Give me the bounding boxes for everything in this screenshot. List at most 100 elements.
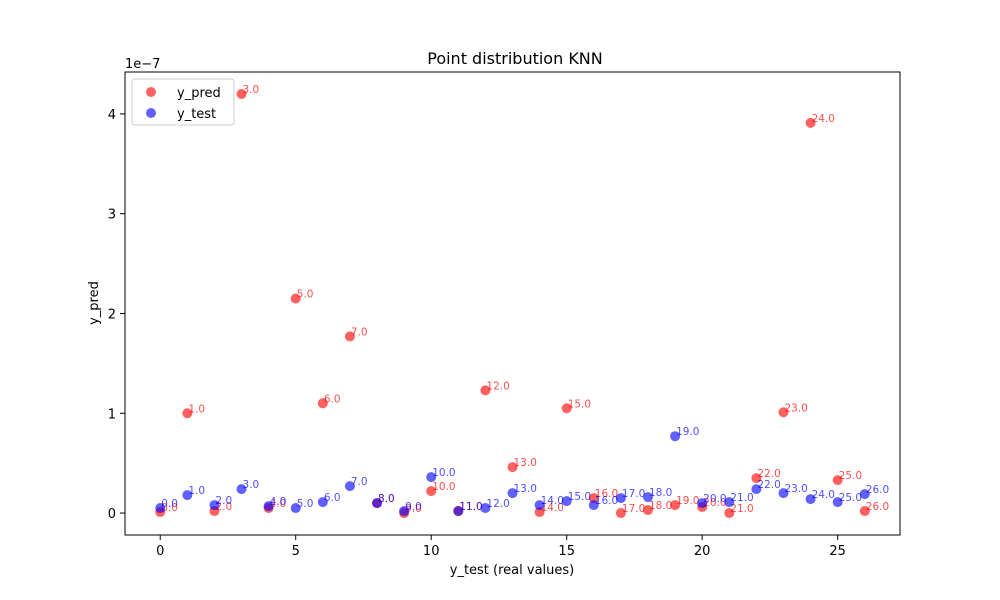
y-tick-label: 4 xyxy=(108,108,116,123)
x-tick-label: 5 xyxy=(292,544,300,559)
legend-label-y-pred: y_pred xyxy=(177,86,221,101)
y-test-point xyxy=(751,484,762,495)
y-tick-label: 0 xyxy=(108,507,116,522)
y-test-point xyxy=(399,506,410,517)
y-test-point-label: 14.0 xyxy=(541,495,564,507)
y-pred-point xyxy=(534,507,545,518)
legend-box xyxy=(131,78,235,126)
y-pred-point xyxy=(778,407,789,418)
y-test-point-label: 19.0 xyxy=(676,426,699,438)
y-test-point xyxy=(155,503,166,514)
y-tick-label: 2 xyxy=(108,307,116,322)
y-pred-point-label: 21.0 xyxy=(730,503,753,515)
y-test-point xyxy=(805,494,816,505)
y-test-point-label: 0.0 xyxy=(161,498,178,510)
y-pred-point-label: 1.0 xyxy=(188,403,205,415)
y-pred-point xyxy=(561,403,572,414)
y-test-point xyxy=(832,497,843,508)
y-pred-point-label: 19.0 xyxy=(676,495,699,507)
y-pred-point-label: 18.0 xyxy=(649,500,672,512)
y-test-point-label: 17.0 xyxy=(622,488,645,500)
y-test-point xyxy=(236,484,247,495)
y-test-point-label: 3.0 xyxy=(243,479,260,491)
y-pred-point-label: 5.0 xyxy=(297,289,314,301)
y-pred-point xyxy=(507,462,518,473)
y-pred-point-label: 8.0 xyxy=(378,493,395,505)
y-test-point-label: 16.0 xyxy=(595,495,618,507)
y-pred-point xyxy=(426,486,437,497)
y-pred-point-label: 12.0 xyxy=(486,380,509,392)
y-pred-point-label: 10.0 xyxy=(432,481,455,493)
y-pred-point-label: 7.0 xyxy=(351,326,368,338)
y-test-point-label: 2.0 xyxy=(215,495,232,507)
y-tick-label: 3 xyxy=(108,208,116,223)
y-test-point-label: 11.0 xyxy=(459,501,482,513)
legend-label-y-test: y_test xyxy=(177,107,216,122)
y-pred-point-label: 2.0 xyxy=(215,501,232,513)
y-test-point-label: 7.0 xyxy=(351,476,368,488)
y-test-point xyxy=(453,506,464,517)
y-test-point xyxy=(263,501,274,512)
x-tick-label: 10 xyxy=(423,544,440,559)
chart-title: Point distribution KNN xyxy=(427,49,603,68)
y-pred-point xyxy=(588,493,599,504)
y-test-point xyxy=(588,500,599,511)
y-test-point-label: 25.0 xyxy=(839,492,862,504)
y-test-point-label: 24.0 xyxy=(812,489,835,501)
y-test-point xyxy=(615,493,626,504)
y-test-point-label: 10.0 xyxy=(432,467,455,479)
plot-frame xyxy=(124,71,901,536)
y-pred-point-label: 14.0 xyxy=(541,502,564,514)
legend: y_pred y_test xyxy=(131,78,235,126)
y-test-point-label: 21.0 xyxy=(730,492,753,504)
y-pred-point xyxy=(805,117,816,128)
y-test-point xyxy=(290,503,301,514)
y-test-point xyxy=(534,500,545,511)
y-pred-point-label: 9.0 xyxy=(405,503,422,515)
y-test-point xyxy=(182,490,193,501)
plot-area: 0.0 1.0 2.0 3.0 4.0 5.0 6.0 7.0 8.0 9.0 10.0 11.0 12… xyxy=(155,84,889,519)
y-pred-point xyxy=(642,505,653,516)
y-axis: 0 1 2 3 4 xyxy=(108,108,125,522)
legend-marker-y-pred xyxy=(146,87,156,97)
x-tick-label: 20 xyxy=(694,544,711,559)
y-pred-point-label: 23.0 xyxy=(784,402,807,414)
y-pred-point-label: 6.0 xyxy=(324,393,341,405)
y-pred-point xyxy=(859,506,870,517)
y-pred-point xyxy=(615,508,626,519)
y-pred-point-label: 24.0 xyxy=(812,113,835,125)
y-test-point xyxy=(670,431,681,442)
y-offset-text: 1e−7 xyxy=(125,57,160,72)
y-pred-point xyxy=(317,398,328,409)
y-pred-point xyxy=(182,408,193,419)
y-test-point-label: 8.0 xyxy=(378,493,395,505)
y-test-point-label: 15.0 xyxy=(568,491,591,503)
y-test-point xyxy=(480,503,491,514)
y-tick-label: 1 xyxy=(108,407,116,422)
y-pred-point xyxy=(751,473,762,484)
y-pred-point xyxy=(480,385,491,396)
y-test-point-label: 20.0 xyxy=(703,493,726,505)
y-test-point-label: 9.0 xyxy=(405,501,422,513)
y-test-point xyxy=(507,488,518,499)
y-test-point xyxy=(778,488,789,499)
x-axis: 0 5 10 15 20 25 xyxy=(156,535,846,559)
y-pred-point-label: 13.0 xyxy=(514,457,537,469)
y-test-point-label: 1.0 xyxy=(188,485,205,497)
y-test-point-label: 6.0 xyxy=(324,492,341,504)
y-test-point xyxy=(561,496,572,507)
y-test-point-label: 18.0 xyxy=(649,487,672,499)
y-pred-point-label: 11.0 xyxy=(459,501,482,513)
y-pred-point-label: 16.0 xyxy=(595,488,618,500)
y-pred-point xyxy=(832,475,843,486)
y-test-point-label: 12.0 xyxy=(486,498,509,510)
legend-marker-y-test xyxy=(146,108,156,118)
y-pred-point-label: 20.0 xyxy=(703,497,726,509)
y-test-point xyxy=(372,498,383,509)
y-test-point-label: 5.0 xyxy=(297,498,314,510)
y-test-point-label: 22.0 xyxy=(757,479,780,491)
y-test-point-label: 4.0 xyxy=(270,496,287,508)
y-test-point xyxy=(209,500,220,511)
x-tick-label: 15 xyxy=(558,544,575,559)
